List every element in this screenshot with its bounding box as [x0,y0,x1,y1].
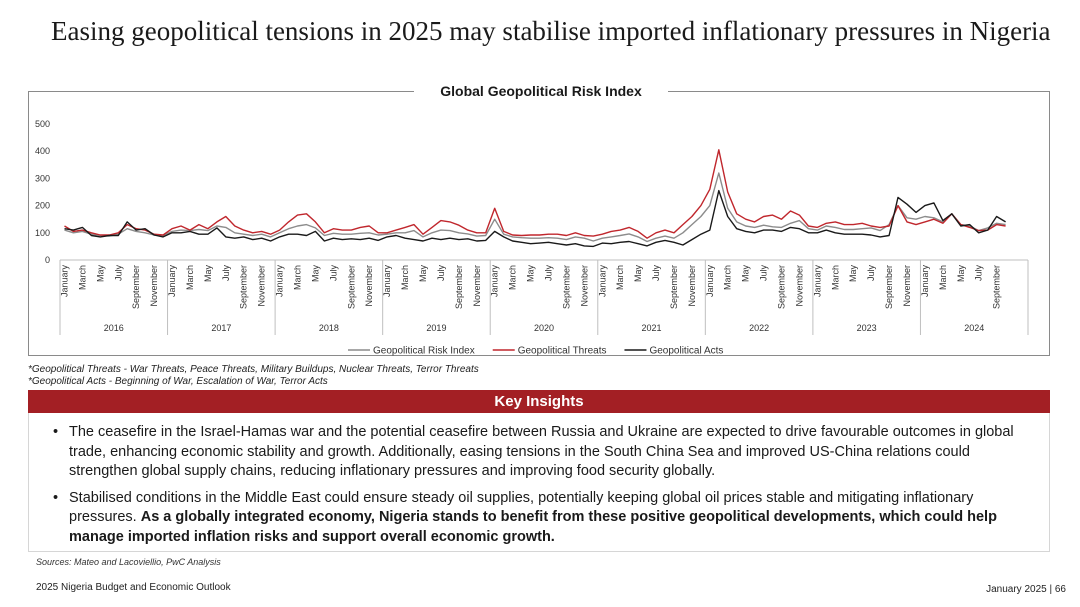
y-tick-label: 0 [45,255,50,265]
y-tick-label: 100 [35,228,50,238]
insight-bullet-2-bold: As a globally integrated economy, Nigeri… [69,509,997,545]
insight-bullet-2: Stabilised conditions in the Middle East… [53,489,1031,548]
month-tick-label: September [777,265,787,309]
month-tick-label: November [364,265,374,307]
note-threats-label: *Geopolitical Threats - [28,364,127,375]
month-tick-label: July [759,265,769,282]
month-tick-label: September [561,265,571,309]
insights-list: The ceasefire in the Israel-Hamas war an… [29,413,1049,547]
year-label: 2018 [319,323,339,333]
month-tick-label: November [472,265,482,307]
key-insights-heading: Key Insights [28,390,1050,413]
year-label: 2023 [857,323,877,333]
month-tick-label: January [705,265,715,298]
month-tick-label: March [400,265,410,290]
month-tick-label: January [920,265,930,298]
x-axis: 2016 2017 2018 2019 2020 2021 2022 2023 2024 Janu… [59,259,1029,335]
chart-title: Global Geopolitical Risk Index [414,81,668,101]
month-tick-label: July [974,265,984,282]
month-tick-label: January [275,265,285,298]
footer-report-name: 2025 Nigeria Budget and Economic Outlook [36,582,231,593]
month-tick-label: November [579,265,589,307]
month-tick-label: March [723,265,733,290]
month-tick-label: January [59,265,69,298]
y-tick-label: 400 [35,146,50,156]
geopolitical-risk-chart: 0 100 200 300 400 500 2016 2017 2018 2019 2020 202… [35,119,1029,357]
month-tick-label: January [167,265,177,298]
year-label: 2021 [642,323,662,333]
month-tick-label: July [436,265,446,282]
month-tick-label: March [938,265,948,290]
y-tick-label: 300 [35,173,50,183]
month-tick-label: July [866,265,876,282]
insight-bullet-1: The ceasefire in the Israel-Hamas war an… [53,423,1031,482]
y-tick-label: 200 [35,201,50,211]
month-tick-label: November [902,265,912,307]
series-line-geopolitical-acts [64,189,1006,248]
y-tick-label: 500 [35,119,50,129]
sources-note: Sources: Mateo and Lacoviellio, PwC Anal… [36,557,221,567]
legend-label-geopolitical-risk-index: Geopolitical Risk Index [373,346,475,357]
series-line-geopolitical-risk-index [64,172,1006,243]
month-tick-label: September [239,265,249,309]
month-tick-label: July [651,265,661,282]
insight-bullet-2-text: Stabilised conditions in the Middle East… [69,489,974,526]
month-tick-label: September [669,265,679,309]
month-tick-label: July [113,265,123,282]
month-tick-label: July [221,265,231,282]
series-line-geopolitical-threats [64,149,1006,239]
month-tick-label: November [687,265,697,307]
key-insights-panel: The ceasefire in the Israel-Hamas war an… [28,413,1050,552]
chart-series [64,149,1006,248]
year-label: 2024 [964,323,984,333]
note-threats-text: War Threats, Peace Threats, Military Bui… [126,364,479,375]
month-tick-label: May [956,265,966,283]
month-tick-label: September [346,265,356,309]
month-tick-label: March [830,265,840,290]
chart-legend: Geopolitical Risk Index Geopolitical Thre… [348,346,723,357]
month-tick-label: January [597,265,607,298]
year-label: 2020 [534,323,554,333]
page-title: Easing geopolitical tensions in 2025 may… [51,16,1051,46]
year-label: 2016 [104,323,124,333]
month-tick-label: January [382,265,392,298]
month-tick-label: July [543,265,553,282]
year-label: 2019 [426,323,446,333]
month-tick-label: May [526,265,536,283]
month-tick-label: September [992,265,1002,309]
month-tick-label: May [741,265,751,283]
month-tick-label: September [131,265,141,309]
month-tick-label: January [812,265,822,298]
month-tick-label: March [185,265,195,290]
month-tick-label: May [310,265,320,283]
year-label: 2017 [211,323,231,333]
legend-label-geopolitical-threats: Geopolitical Threats [518,346,607,357]
month-tick-label: May [633,265,643,283]
month-tick-label: July [328,265,338,282]
month-tick-label: March [77,265,87,290]
legend-label-geopolitical-acts: Geopolitical Acts [649,346,723,357]
month-tick-label: January [490,265,500,298]
month-tick-label: November [149,265,159,307]
month-tick-label: November [794,265,804,307]
month-tick-label: May [418,265,428,283]
year-label: 2022 [749,323,769,333]
note-acts: *Geopolitical Acts - Beginning of War, E… [28,376,328,387]
footer-date-page: January 2025 | 66 [986,584,1066,595]
month-tick-label: September [454,265,464,309]
month-tick-label: March [293,265,303,290]
month-tick-label: May [203,265,213,283]
note-threats: *Geopolitical Threats - War Threats, Pea… [28,364,479,376]
y-axis: 0 100 200 300 400 500 [35,119,50,265]
month-tick-label: March [508,265,518,290]
month-tick-label: May [848,265,858,283]
month-tick-label: September [884,265,894,309]
month-tick-label: March [615,265,625,290]
month-tick-label: May [95,265,105,283]
month-tick-label: November [257,265,267,307]
